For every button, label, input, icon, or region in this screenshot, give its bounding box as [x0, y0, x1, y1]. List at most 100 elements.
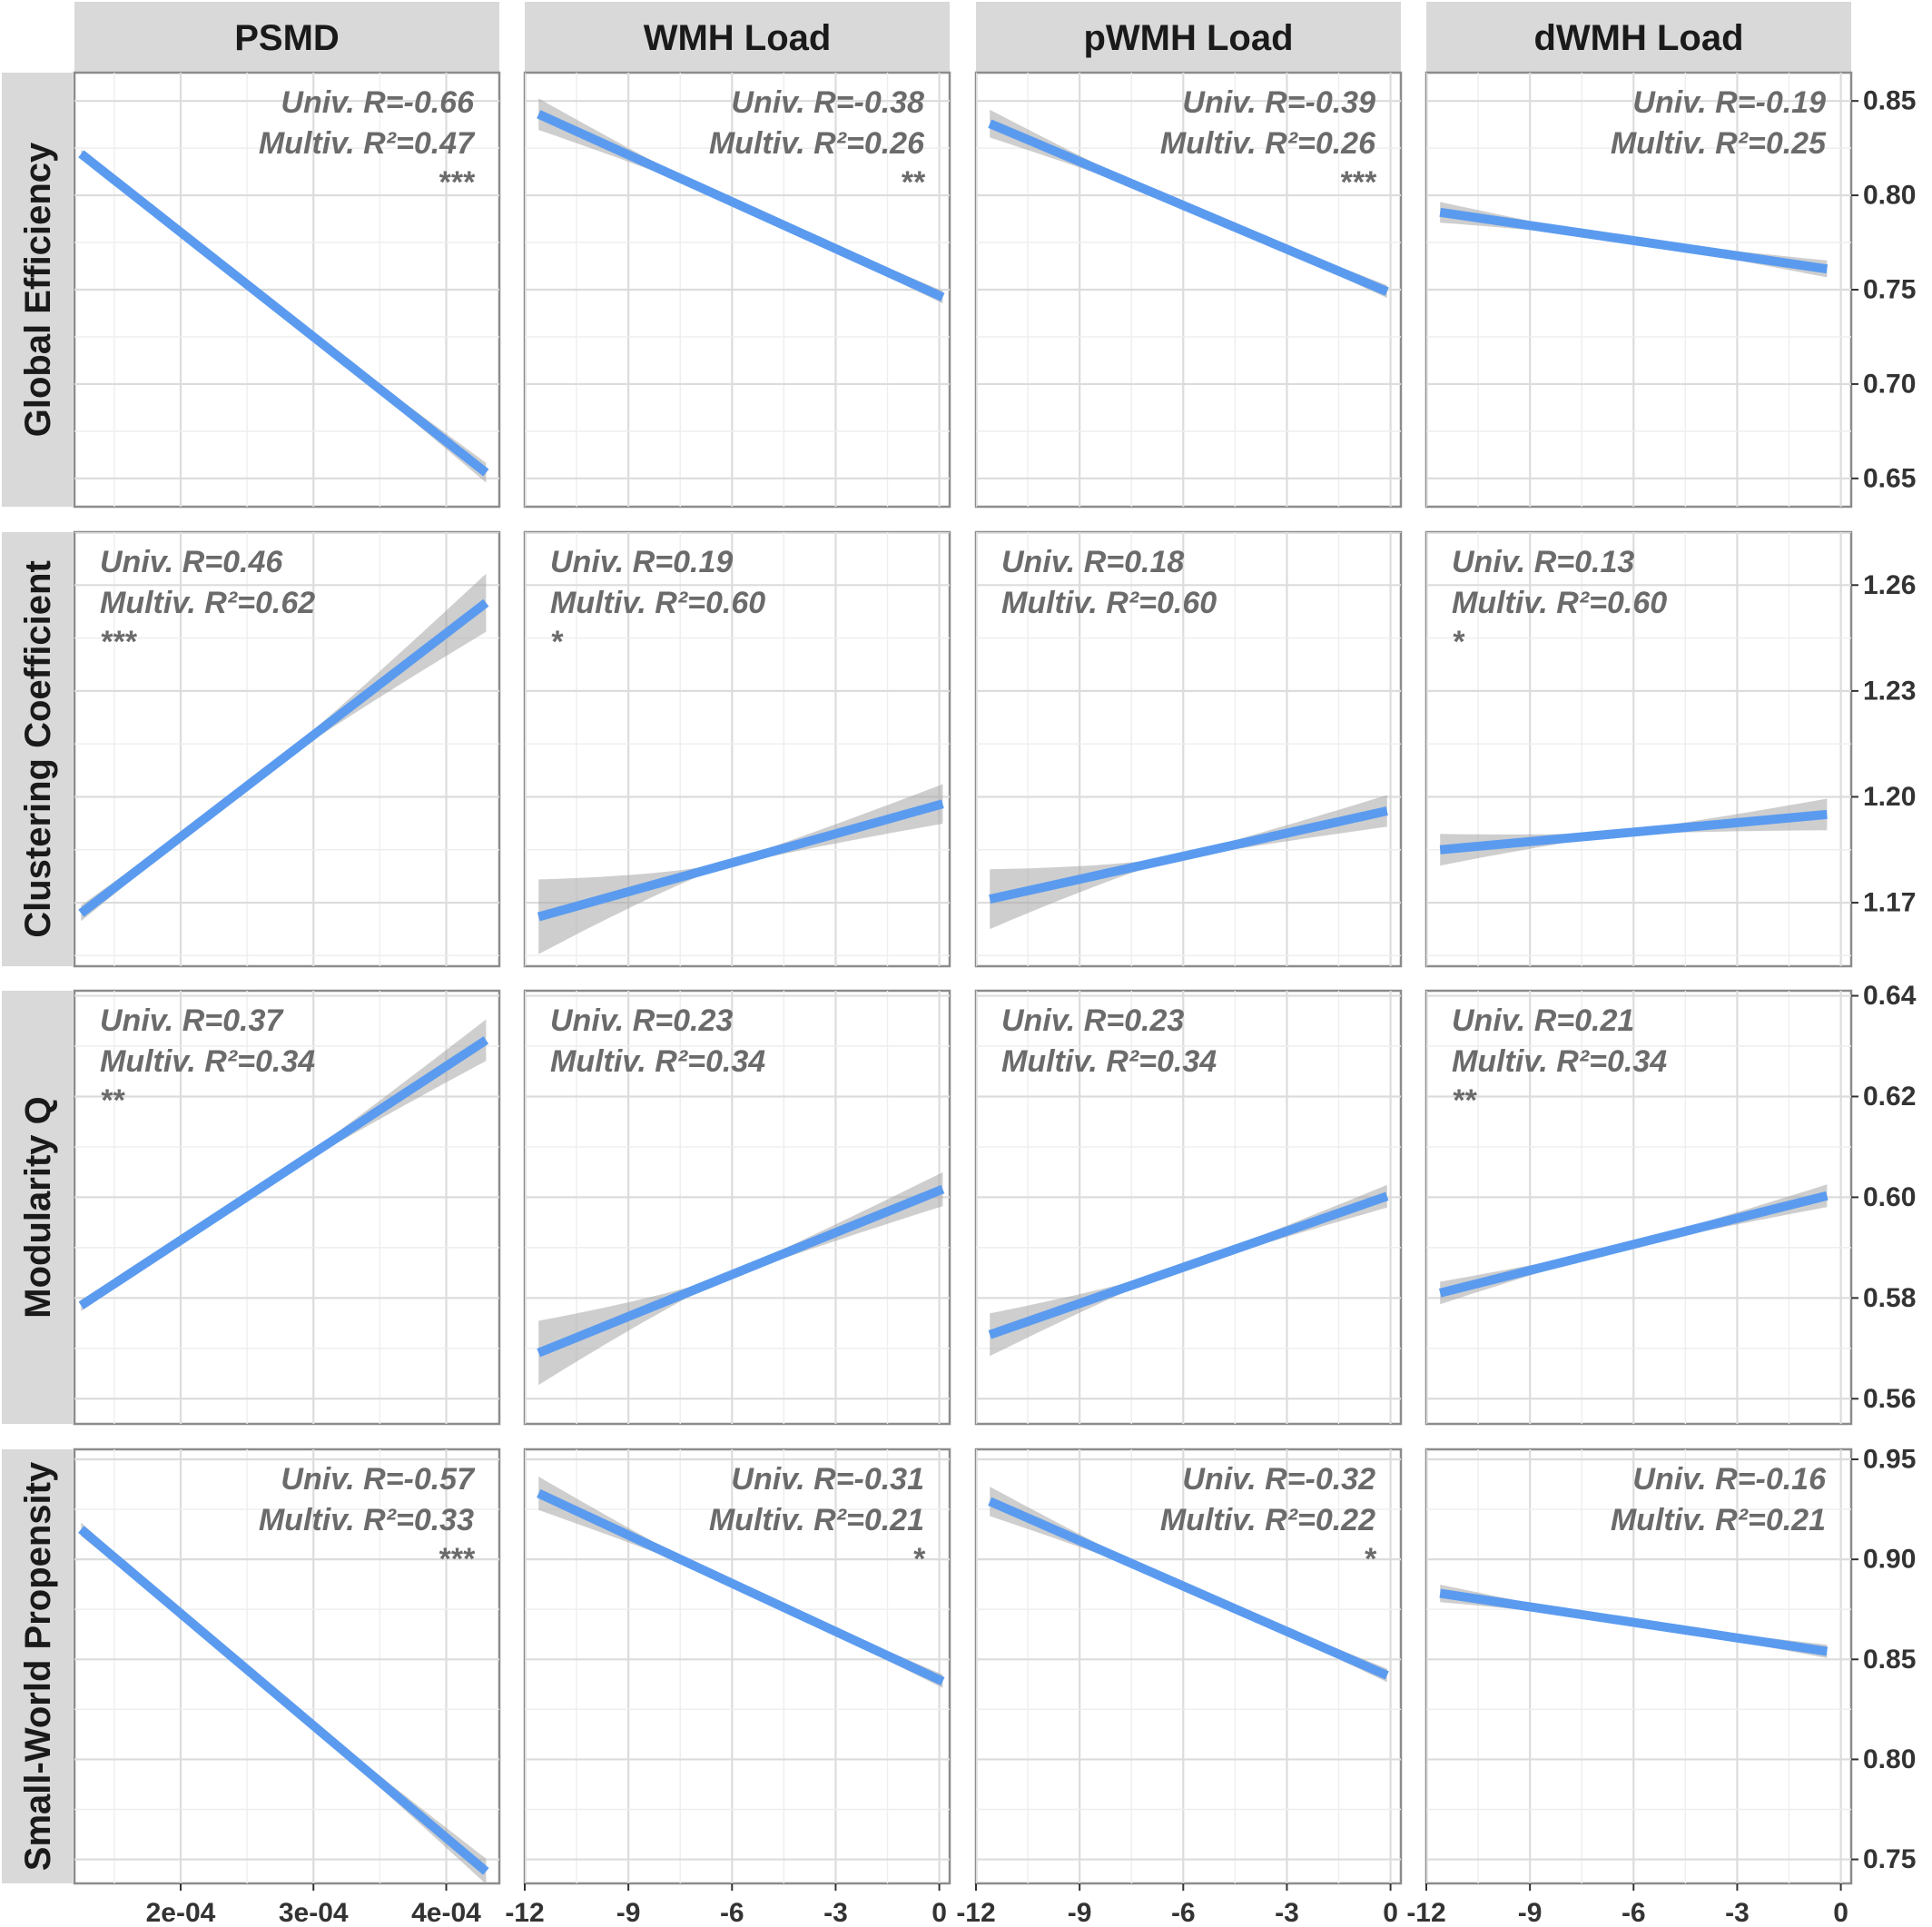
x-tick-label: 2e-04	[146, 1898, 216, 1927]
annotation-multiv-r2: Multiv. R²=0.22	[1160, 1503, 1375, 1537]
x-axis-psmd: 2e-04 3e-04 4e-04	[146, 1883, 481, 1927]
annotation-significance: *	[550, 625, 564, 659]
x-tick-label: -6	[1622, 1898, 1646, 1927]
panel-background	[1424, 530, 1853, 968]
y-tick-label: 0.62	[1863, 1082, 1916, 1112]
annotation-univ-r: Univ. R=0.37	[100, 1003, 284, 1038]
regression-line	[78, 598, 489, 917]
annotation-multiv-r2: Multiv. R²=0.62	[100, 586, 315, 620]
regression-line	[989, 806, 1388, 904]
x-tick-label: -9	[1518, 1898, 1543, 1927]
annotation-multiv-r2: Multiv. R²=0.60	[550, 586, 765, 620]
regression-line	[988, 1191, 1389, 1339]
panel-background	[73, 989, 501, 1426]
regression-line	[1439, 207, 1828, 274]
x-tick-label: -12	[1406, 1898, 1445, 1927]
y-tick-label: 0.85	[1863, 1645, 1916, 1675]
annotation-significance: ***	[438, 165, 475, 200]
panel-modularity-q-vs-dwmh-load: Univ. R=0.21 Multiv. R²=0.34 **	[1424, 989, 1853, 1426]
y-tick-label: 0.75	[1863, 275, 1916, 305]
y-tick-label: 0.85	[1863, 86, 1916, 116]
y-axis-global-efficiency: 0.65 0.70 0.75 0.80 0.85	[1851, 86, 1916, 493]
panel-clustering-coefficient-vs-psmd: Univ. R=0.46 Multiv. R²=0.62 ***	[73, 530, 501, 968]
annotation-multiv-r2: Multiv. R²=0.33	[259, 1503, 474, 1537]
regression-line	[78, 1036, 489, 1309]
annotation-multiv-r2: Multiv. R²=0.21	[1611, 1503, 1826, 1537]
annotation-univ-r: Univ. R=-0.16	[1632, 1462, 1827, 1497]
annotation-univ-r: Univ. R=-0.57	[281, 1462, 476, 1497]
annotation-multiv-r2: Multiv. R²=0.26	[1160, 126, 1376, 161]
regression-line	[537, 799, 944, 922]
annotation-multiv-r2: Multiv. R²=0.34	[550, 1044, 765, 1079]
x-tick-label: -9	[1068, 1898, 1092, 1927]
column-strip-label: pWMH Load	[1083, 18, 1293, 58]
x-tick-label: -12	[505, 1898, 544, 1927]
row-strip-bg	[2, 532, 73, 966]
column-strip-psmd: PSMD	[74, 2, 499, 73]
panel-clustering-coefficient-vs-dwmh-load: Univ. R=0.13 Multiv. R²=0.60 *	[1424, 530, 1853, 968]
x-tick-label: -6	[1171, 1898, 1196, 1927]
regression-line	[1439, 809, 1828, 855]
y-axis-modularity-q: 0.56 0.58 0.60 0.62 0.64	[1851, 981, 1917, 1414]
regression-line	[537, 110, 945, 301]
annotation-univ-r: Univ. R=0.19	[550, 545, 733, 579]
regression-line	[1439, 1588, 1828, 1656]
regression-line	[988, 1497, 1389, 1680]
panel-clustering-coefficient-vs-pwmh-load: Univ. R=0.18 Multiv. R²=0.60	[974, 530, 1403, 968]
annotation-univ-r: Univ. R=0.21	[1452, 1003, 1634, 1038]
panel-background	[73, 530, 501, 968]
x-tick-label: -9	[616, 1898, 641, 1927]
annotation-significance: ***	[100, 625, 137, 659]
y-tick-label: 1.26	[1863, 570, 1916, 600]
row-strip-bg	[2, 73, 73, 507]
annotation-univ-r: Univ. R=-0.39	[1182, 85, 1375, 120]
y-tick-label: 0.80	[1863, 1744, 1916, 1774]
annotation-multiv-r2: Multiv. R²=0.26	[709, 126, 925, 161]
annotation-significance: **	[100, 1083, 125, 1118]
y-tick-label: 0.90	[1863, 1545, 1916, 1575]
annotation-significance: **	[901, 165, 926, 200]
panel-small-world-propensity-vs-dwmh-load: Univ. R=-0.16 Multiv. R²=0.21	[1424, 1448, 1853, 1885]
panel-global-efficiency-vs-pwmh-load: Univ. R=-0.39 Multiv. R²=0.26 ***	[974, 71, 1403, 509]
column-strip-pwmh-load: pWMH Load	[976, 2, 1401, 73]
x-axis-dwmh-load: -12 -9 -6 -3 0	[1406, 1883, 1848, 1927]
x-tick-label: 4e-04	[411, 1898, 481, 1927]
column-strip-bg	[976, 2, 1401, 73]
panel-small-world-propensity-vs-psmd: Univ. R=-0.57 Multiv. R²=0.33 ***	[73, 1448, 501, 1885]
y-tick-label: 0.75	[1863, 1844, 1916, 1874]
panel-background	[73, 1448, 501, 1885]
x-tick-label: -3	[1725, 1898, 1750, 1927]
column-strip-label: PSMD	[234, 18, 340, 58]
annotation-univ-r: Univ. R=0.23	[550, 1003, 733, 1038]
y-tick-label: 0.60	[1863, 1182, 1916, 1212]
x-tick-label: 0	[1383, 1898, 1398, 1927]
regression-line	[537, 1488, 945, 1686]
panel-background	[1424, 1448, 1853, 1885]
annotation-multiv-r2: Multiv. R²=0.47	[259, 126, 476, 161]
x-tick-label: 3e-04	[279, 1898, 349, 1927]
annotation-univ-r: Univ. R=-0.19	[1632, 85, 1826, 120]
row-strip-label: Small-World Propensity	[18, 1461, 58, 1871]
x-tick-label: 0	[932, 1898, 947, 1927]
y-tick-label: 0.95	[1863, 1445, 1916, 1475]
x-axis-pwmh-load: -12 -9 -6 -3 0	[956, 1883, 1398, 1927]
annotation-significance: *	[1452, 625, 1465, 659]
panel-modularity-q-vs-wmh-load: Univ. R=0.23 Multiv. R²=0.34	[523, 989, 951, 1426]
annotation-univ-r: Univ. R=-0.31	[731, 1462, 924, 1497]
column-strip-dwmh-load: dWMH Load	[1426, 2, 1851, 73]
annotation-multiv-r2: Multiv. R²=0.34	[1001, 1044, 1217, 1079]
annotation-univ-r: Univ. R=0.46	[100, 545, 283, 579]
annotation-significance: ***	[438, 1542, 475, 1576]
row-strip-label: Modularity Q	[18, 1096, 58, 1318]
y-axis-small-world-propensity: 0.75 0.80 0.85 0.90 0.95	[1851, 1445, 1916, 1874]
regression-line	[1439, 1191, 1828, 1298]
column-strip-label: dWMH Load	[1533, 18, 1743, 58]
confidence-band	[538, 784, 943, 954]
annotation-multiv-r2: Multiv. R²=0.60	[1001, 586, 1217, 620]
row-strip-bg	[2, 991, 73, 1424]
annotation-univ-r: Univ. R=0.18	[1001, 545, 1184, 579]
row-strip-global-efficiency: Global Efficiency	[2, 73, 73, 507]
row-strip-bg	[2, 1449, 73, 1883]
panel-small-world-propensity-vs-wmh-load: Univ. R=-0.31 Multiv. R²=0.21 *	[523, 1448, 951, 1885]
annotation-univ-r: Univ. R=0.13	[1452, 545, 1634, 579]
